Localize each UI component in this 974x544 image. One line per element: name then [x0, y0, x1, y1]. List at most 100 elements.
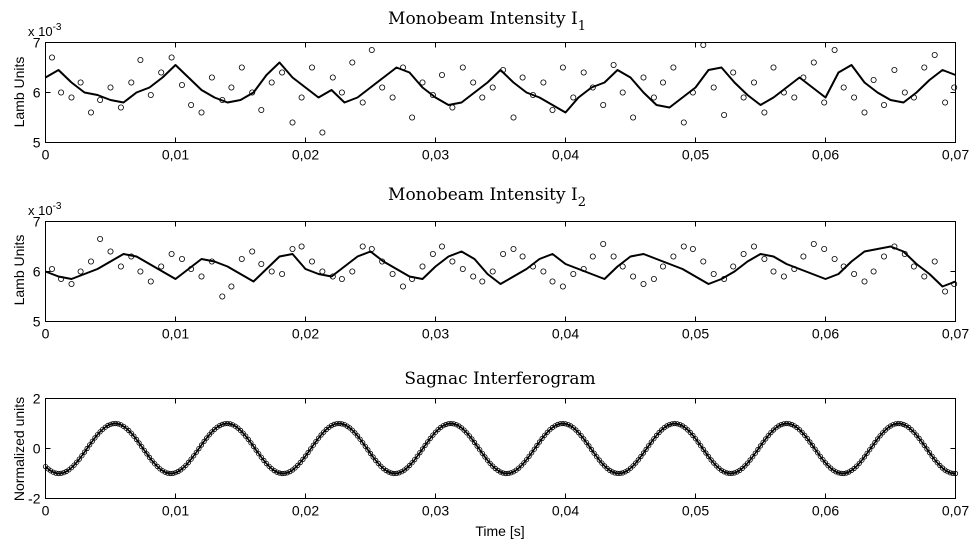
data-point: [656, 429, 662, 436]
data-point: [903, 423, 909, 429]
data-point: [107, 84, 114, 91]
data-point: [419, 263, 426, 270]
data-point: [315, 435, 322, 441]
y-axis-label: Lamb Units: [11, 235, 27, 306]
data-point: [412, 456, 418, 463]
data-point: [379, 258, 386, 265]
data-point: [399, 64, 406, 71]
data-point: [861, 109, 868, 116]
data-point: [360, 440, 366, 446]
y-tick-label: 0: [33, 441, 41, 457]
data-point: [110, 420, 116, 427]
data-point: [583, 439, 589, 445]
data-point: [534, 442, 540, 449]
data-point: [763, 436, 769, 442]
data-point: [141, 447, 147, 453]
data-point: [780, 273, 787, 280]
y-tick-label: -2: [28, 491, 41, 507]
data-point: [113, 420, 119, 427]
data-point: [341, 422, 348, 428]
data-point: [329, 273, 336, 280]
data-point: [685, 427, 691, 433]
data-point: [470, 273, 477, 280]
data-point: [901, 250, 908, 257]
data-point: [258, 107, 265, 114]
data-point: [861, 278, 868, 285]
y-axis-label: Lamb Units: [11, 57, 27, 128]
data-point: [268, 268, 275, 275]
x-tick-label: 0,06: [812, 503, 839, 519]
data-point: [68, 280, 75, 287]
data-point: [224, 420, 231, 427]
data-point: [188, 265, 195, 272]
data-point: [149, 458, 155, 464]
data-point: [911, 429, 917, 435]
data-point: [549, 424, 556, 431]
data-point: [730, 263, 737, 270]
data-point: [600, 102, 607, 109]
data-point: [789, 421, 795, 428]
data-point: [942, 288, 949, 295]
data-point: [859, 457, 865, 463]
data-point: [588, 446, 595, 453]
data-point: [484, 457, 491, 463]
data-point: [929, 453, 935, 459]
data-point: [349, 59, 356, 66]
data-point: [536, 439, 543, 445]
x-tick-label: 0,05: [682, 326, 709, 342]
data-point: [526, 453, 532, 459]
data-point: [386, 469, 392, 475]
x-tick-label: 0: [42, 503, 50, 519]
x-tick-label: 0,03: [422, 326, 449, 342]
data-point: [646, 443, 652, 449]
data-point: [107, 248, 114, 255]
data-point: [841, 470, 847, 477]
data-point: [689, 89, 696, 96]
data-point: [757, 443, 764, 449]
data-point: [573, 427, 579, 433]
data-point: [830, 467, 836, 473]
plot-area: [42, 420, 959, 477]
x-tick-label: 0,07: [942, 326, 969, 342]
data-point: [429, 250, 436, 257]
data-point: [951, 84, 958, 91]
data-point: [680, 243, 687, 250]
data-point: [126, 427, 132, 434]
data-point: [268, 79, 275, 86]
data-point: [396, 470, 402, 476]
y-axis-label: Normalized units: [11, 397, 27, 501]
data-point: [243, 433, 249, 439]
data-point: [368, 47, 375, 54]
data-point: [664, 423, 670, 429]
data-point: [559, 283, 566, 290]
panel-sagnac-interferogram: Sagnac Interferogram Normalized units Ti…: [11, 369, 969, 539]
data-point: [352, 430, 358, 436]
data-point: [313, 438, 319, 445]
data-point: [61, 470, 67, 476]
plot-area: [45, 42, 958, 136]
data-point: [459, 64, 466, 71]
data-point: [117, 104, 124, 111]
data-point: [81, 449, 88, 455]
data-point: [191, 453, 197, 459]
data-point: [319, 129, 326, 136]
data-point: [453, 422, 459, 428]
data-point: [479, 94, 486, 101]
data-point: [809, 442, 816, 449]
data-point: [79, 453, 85, 459]
data-point: [222, 421, 228, 427]
data-point: [365, 447, 371, 453]
x-axis-label: Time [s]: [475, 523, 524, 539]
data-point: [851, 94, 858, 101]
y-tick-label: 5: [33, 135, 41, 151]
x-tick-label: 0,02: [292, 326, 319, 342]
data-point: [276, 470, 283, 476]
data-point: [721, 469, 727, 475]
data-point: [479, 450, 485, 456]
data-point: [695, 439, 701, 445]
data-point: [391, 470, 397, 477]
data-point: [721, 112, 728, 119]
data-point: [379, 84, 386, 91]
data-point: [799, 429, 805, 435]
data-point: [289, 245, 296, 252]
